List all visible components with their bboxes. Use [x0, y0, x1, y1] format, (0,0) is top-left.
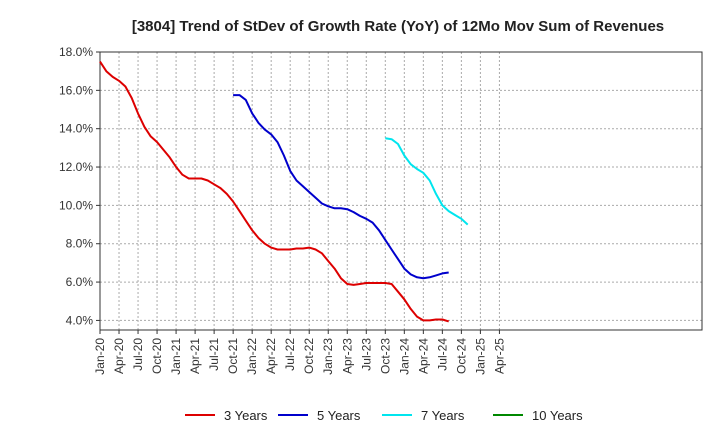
x-tick-label: Jul-21	[207, 338, 221, 371]
plot-area	[99, 51, 703, 331]
chart-title: [3804] Trend of StDev of Growth Rate (Yo…	[132, 18, 664, 35]
x-tick-label: Jul-20	[131, 338, 145, 371]
y-tick-label: 16.0%	[59, 83, 93, 97]
x-tick-label: Jul-24	[435, 338, 449, 371]
x-tick-label: Apr-25	[492, 338, 506, 374]
series-line-3-years	[99, 61, 449, 323]
x-tick-label: Oct-21	[226, 338, 240, 374]
x-tick-label: Jan-23	[321, 338, 335, 375]
legend: 3 Years 5 Years 7 Years 10 Years	[185, 408, 583, 423]
x-tick-label: Jan-22	[245, 338, 259, 375]
legend-label-10-years: 10 Years	[532, 408, 583, 423]
y-tick-label: 18.0%	[59, 45, 93, 59]
series-line-5-years	[233, 94, 449, 280]
y-tick-label: 6.0%	[66, 275, 94, 289]
x-tick-label: Oct-22	[302, 338, 316, 374]
x-tick-label: Jan-20	[93, 338, 107, 375]
x-tick-label: Jan-21	[169, 338, 183, 375]
legend-label-3-years: 3 Years	[224, 408, 268, 423]
x-tick-label: Oct-23	[378, 338, 392, 374]
x-tick-label: Apr-20	[112, 338, 126, 374]
x-tick-label: Jul-23	[359, 338, 373, 371]
grid	[99, 51, 702, 330]
x-tick-label: Jul-22	[283, 338, 297, 371]
x-tick-label: Oct-20	[150, 338, 164, 374]
series-lines	[99, 61, 469, 323]
x-axis: Jan-20 Apr-20 Jul-20 Oct-20 Jan-21 Apr-21 Jul-…	[93, 330, 506, 375]
x-tick-label: Jan-24	[397, 338, 411, 375]
x-tick-label: Apr-23	[340, 338, 354, 374]
y-tick-label: 8.0%	[66, 237, 94, 251]
x-tick-label: Apr-21	[188, 338, 202, 374]
y-axis: 4.0% 6.0% 8.0% 10.0% 12.0% 14.0% 16.0% 18.0%	[59, 45, 100, 327]
x-tick-label: Apr-24	[416, 338, 430, 374]
x-tick-label: Jan-25	[473, 338, 487, 375]
series-line-7-years	[385, 137, 469, 226]
legend-label-7-years: 7 Years	[421, 408, 465, 423]
y-tick-label: 12.0%	[59, 160, 93, 174]
x-tick-label: Oct-24	[454, 338, 468, 374]
y-tick-label: 14.0%	[59, 122, 93, 136]
y-tick-label: 4.0%	[66, 313, 94, 327]
y-tick-label: 10.0%	[59, 198, 93, 212]
legend-label-5-years: 5 Years	[317, 408, 361, 423]
x-tick-label: Apr-22	[264, 338, 278, 374]
